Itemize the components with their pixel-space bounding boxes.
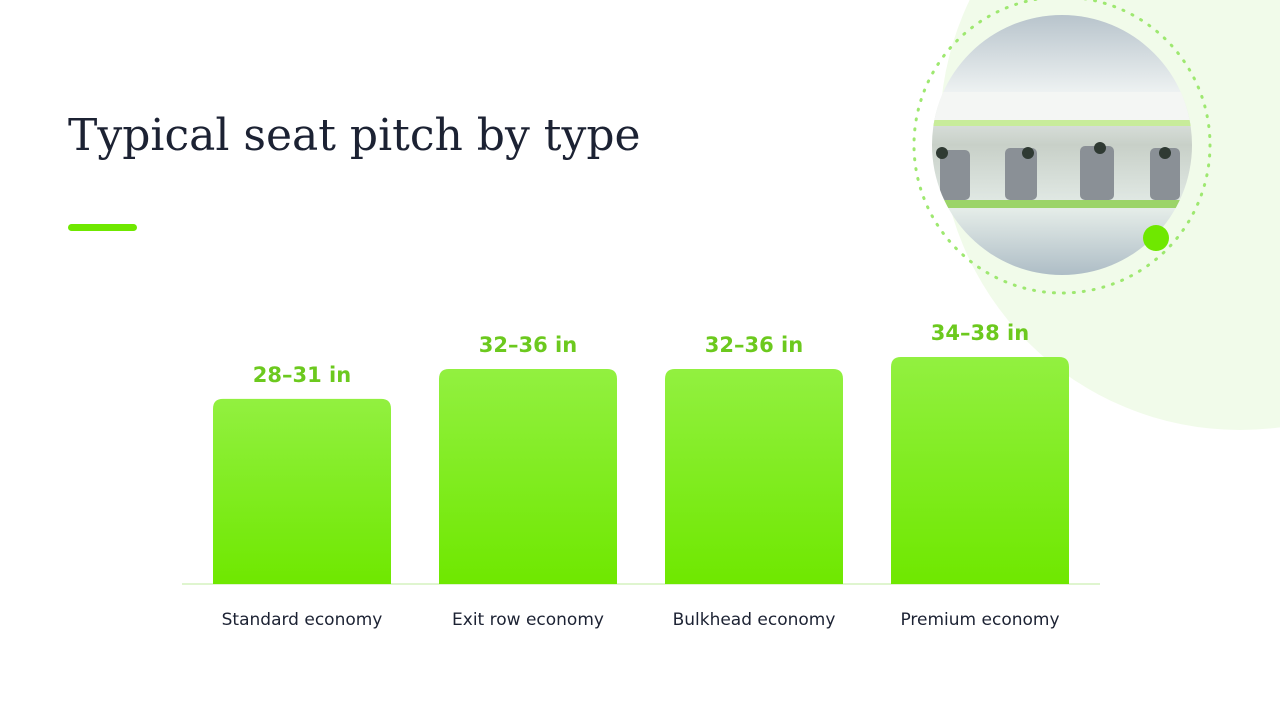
x-tick-label: Bulkhead economy: [673, 610, 836, 630]
title-underline: [68, 224, 137, 231]
accent-dot: [1143, 225, 1169, 251]
value-label: 32–36 in: [705, 333, 803, 357]
value-label: 34–38 in: [931, 321, 1029, 345]
bar: [213, 398, 391, 584]
value-label: 28–31 in: [253, 363, 351, 387]
bar: [891, 357, 1069, 584]
bar: [439, 368, 617, 584]
x-tick-label: Premium economy: [900, 610, 1059, 630]
x-tick-label: Standard economy: [222, 610, 383, 630]
bar: [665, 368, 843, 584]
value-label: 32–36 in: [479, 333, 577, 357]
chart-title: Typical seat pitch by type: [68, 110, 641, 161]
x-tick-label: Exit row economy: [452, 610, 604, 630]
dotted-ring: [912, 0, 1212, 295]
